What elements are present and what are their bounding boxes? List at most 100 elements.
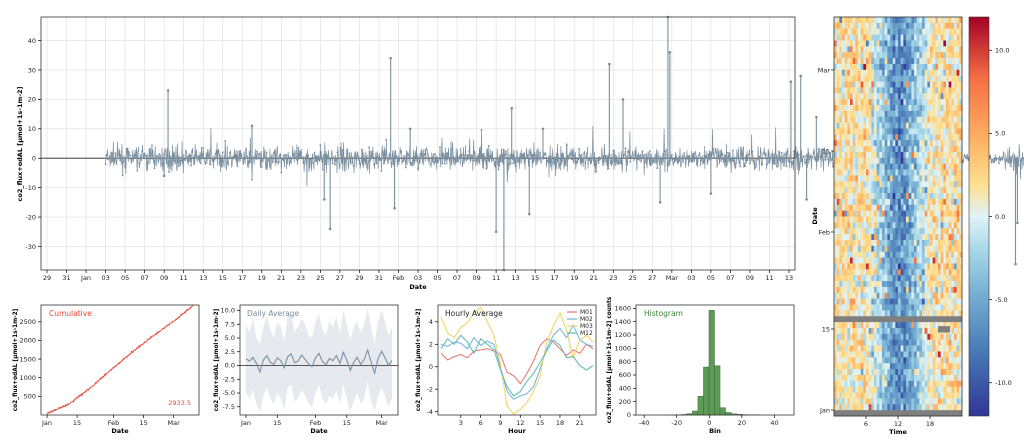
heatmap-cell: [882, 181, 885, 188]
heatmap-cell: [903, 204, 907, 211]
heatmap-cell: [900, 263, 904, 270]
heatmap-cell: [882, 28, 885, 35]
heatmap-cell: [911, 363, 915, 370]
heatmap-cell: [892, 40, 896, 47]
heatmap-cell: [930, 292, 933, 299]
heatmap-cell: [898, 210, 901, 217]
heatmap-cell: [914, 204, 917, 211]
heatmap-cell: [834, 151, 837, 159]
timeseries-point: [812, 152, 815, 155]
heatmap-cell: [940, 163, 944, 170]
heatmap-cell: [858, 286, 861, 294]
heatmap-cell: [839, 157, 843, 164]
heatmap-cell: [919, 151, 923, 159]
heatmap-cell: [914, 263, 917, 270]
heatmap-cell: [892, 210, 896, 217]
heatmap-cell: [940, 257, 944, 264]
heatmap-cell: [938, 181, 941, 188]
heatmap-cell: [940, 333, 944, 341]
heatmap-cell: [959, 251, 963, 258]
heatmap-cell: [956, 216, 960, 223]
heatmap-cell: [874, 263, 877, 270]
heatmap-cell: [908, 105, 912, 112]
heatmap-cell: [938, 116, 941, 123]
heatmap-cell: [916, 175, 920, 182]
heatmap-cell: [948, 187, 952, 194]
heatmap-cell: [860, 339, 864, 346]
heatmap-cell: [956, 75, 960, 82]
heatmap-cell: [927, 333, 931, 341]
heatmap-cell: [951, 22, 955, 30]
heatmap-cell: [906, 234, 909, 241]
daily-average-y-tick-label: -5.0: [222, 389, 235, 397]
heatmap-cell: [906, 228, 909, 235]
heatmap-cell: [922, 75, 925, 82]
heatmap-cell: [852, 105, 856, 112]
heatmap-cell: [884, 392, 888, 399]
timeseries-point: [624, 147, 627, 150]
hourly-series-M03: [440, 306, 594, 415]
heatmap-cell: [836, 339, 840, 346]
heatmap-cell: [954, 210, 957, 217]
heatmap-cell: [842, 263, 845, 270]
heatmap-cell: [935, 58, 939, 65]
heatmap-cell: [930, 169, 933, 176]
heatmap-cell: [860, 234, 864, 241]
heatmap-cell: [935, 380, 939, 387]
heatmap-cell: [876, 374, 880, 382]
heatmap-cell: [911, 146, 915, 153]
heatmap-cell: [956, 351, 960, 358]
timeseries-y-tick-label: -20: [25, 213, 36, 221]
heatmap-cell: [884, 310, 888, 317]
heatmap-cell: [914, 327, 917, 335]
heatmap-cell: [911, 245, 915, 253]
heatmap-cell: [874, 146, 877, 153]
heatmap-cell: [916, 357, 920, 364]
heatmap-cell: [871, 333, 875, 341]
heatmap-cell: [879, 333, 883, 341]
timeseries-point: [483, 152, 485, 155]
heatmap-cell: [903, 245, 907, 253]
heatmap-cell: [951, 374, 955, 382]
heatmap-cell: [954, 134, 957, 141]
timeseries-x-tick-label: 31: [62, 274, 70, 282]
heatmap-cell: [847, 81, 851, 88]
heatmap-cell: [834, 204, 837, 211]
heatmap-cell: [951, 187, 955, 194]
heatmap-cell: [866, 222, 869, 229]
heatmap-cell: [892, 281, 896, 288]
heatmap-cell: [842, 163, 845, 170]
heatmap-cell: [946, 333, 949, 341]
heatmap-cell: [930, 239, 933, 247]
heatmap-cell: [943, 40, 947, 47]
heatmap-cell: [844, 46, 848, 53]
daily-average-y-tick-label: -7.5: [222, 403, 235, 411]
heatmap-cell: [924, 204, 928, 211]
heatmap-cell: [860, 204, 864, 211]
heatmap-cell: [956, 263, 960, 270]
heatmap-cell: [855, 363, 859, 370]
heatmap-cell: [906, 22, 909, 30]
heatmap-cell: [951, 281, 955, 288]
heatmap-cell: [930, 310, 933, 317]
heatmap-cell: [938, 251, 941, 258]
heatmap-cell: [898, 40, 901, 47]
heatmap-cell: [948, 128, 952, 135]
heatmap-cell: [951, 175, 955, 182]
heatmap-cell: [954, 93, 957, 100]
heatmap-cell: [863, 216, 867, 223]
heatmap-cell: [919, 122, 923, 129]
heatmap-cell: [836, 157, 840, 164]
heatmap-cell: [866, 216, 869, 223]
heatmap-cell: [890, 251, 893, 258]
heatmap-cell: [866, 286, 869, 294]
timeseries-point: [722, 158, 724, 161]
heatmap-cell: [956, 298, 960, 305]
timeseries-point: [158, 153, 161, 155]
heatmap-cell: [914, 245, 917, 253]
heatmap-cell: [943, 181, 947, 188]
hourly-average-y-label: co2_flux+odAL [µmol+1s-1m-2]: [416, 308, 422, 411]
heatmap-cell: [898, 345, 901, 352]
heatmap-cell: [847, 257, 851, 264]
heatmap-cell: [922, 198, 925, 206]
